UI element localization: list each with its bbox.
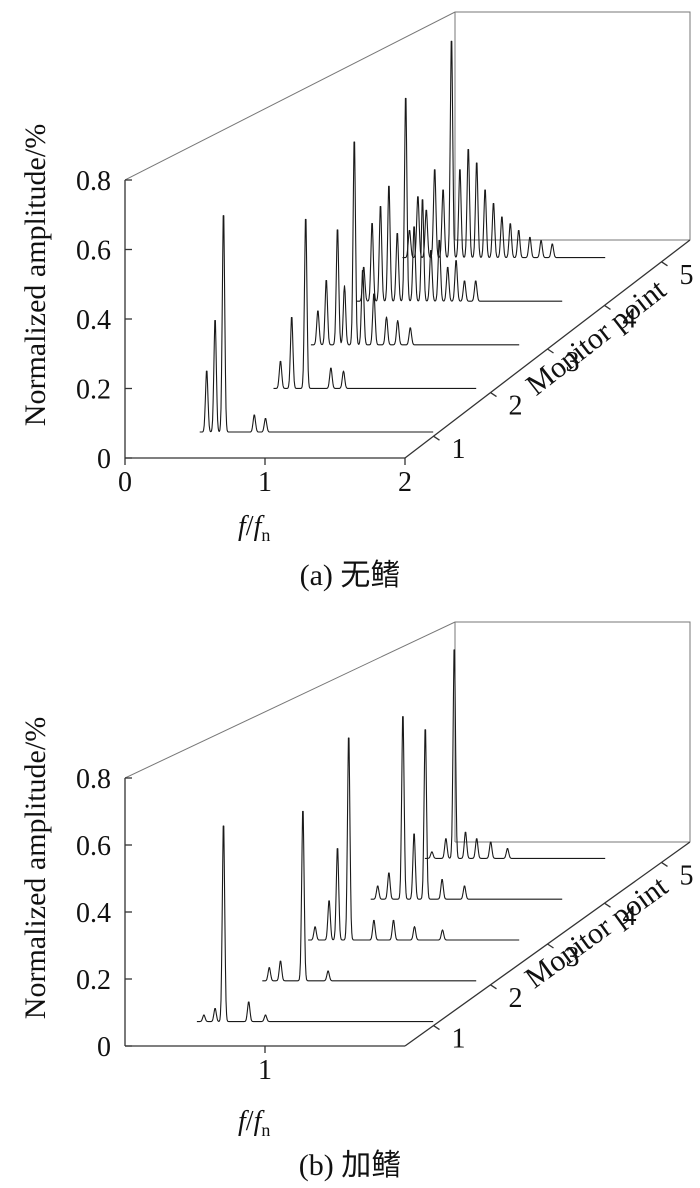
z-tick-mark [490, 984, 497, 990]
y-tick-label: 0.2 [76, 375, 111, 406]
y-tick-label: 0.4 [76, 898, 111, 929]
panel-b-x-ticks: 1 [258, 1046, 272, 1086]
z-tick-mark [547, 943, 554, 949]
panel-b-traces [196, 649, 606, 1023]
panel-b-caption: (b) 加鳍 [299, 1149, 401, 1182]
y-tick-label: 0.4 [76, 305, 111, 336]
x-tick-label: 1 [258, 1055, 272, 1086]
z-tick-label: 4 [623, 303, 637, 334]
panel-b-z-label: Monitor point [519, 869, 674, 995]
z-tick-label: 2 [509, 391, 523, 422]
z-tick-mark [490, 392, 497, 398]
z-tick-mark [604, 902, 611, 908]
z-tick-mark [433, 1025, 440, 1031]
x-tick-label: 0 [118, 467, 132, 498]
y-tick-label: 0.6 [76, 236, 111, 267]
panel-a-z-label: Monitor point [520, 273, 673, 403]
panel-a-chart: 0 0.2 0.4 0.6 0.8 0 1 2 1 2 3 4 5 Normalized ampli… [19, 11, 694, 592]
z-tick-mark [433, 435, 440, 441]
z-tick-label: 3 [566, 942, 580, 973]
z-tick-mark [661, 261, 668, 267]
z-tick-mark [604, 304, 611, 310]
series-trace-5 [402, 40, 606, 259]
series-trace-3 [310, 141, 520, 346]
panel-a-z-ticks: 1 2 3 4 5 [433, 260, 694, 465]
z-tick-mark [661, 861, 668, 867]
z-tick-label: 2 [509, 983, 523, 1014]
series-trace-4 [370, 716, 563, 900]
z-tick-mark [547, 348, 554, 354]
z-tick-label: 1 [452, 1024, 466, 1055]
panel-a-x-label: f/fn [238, 511, 270, 545]
z-tick-label: 5 [680, 860, 694, 891]
panel-b-x-label: f/fn [238, 1106, 270, 1140]
series-trace-3 [308, 737, 520, 941]
z-tick-label: 1 [452, 434, 466, 465]
series-trace-1 [199, 215, 434, 433]
panel-a-y-ticks: 0 0.2 0.4 0.6 0.8 [76, 166, 132, 475]
y-tick-label: 0.6 [76, 831, 111, 862]
series-trace-1 [196, 825, 434, 1023]
x-tick-label: 1 [258, 467, 272, 498]
series-trace-2 [273, 218, 477, 389]
panel-b-z-ticks: 1 2 3 4 5 [433, 860, 694, 1055]
panel-a-x-ticks: 0 1 2 [118, 458, 412, 498]
panel-a-caption: (a) 无鳍 [300, 559, 401, 592]
y-tick-label: 0.2 [76, 965, 111, 996]
panel-a-back-wall [124, 11, 691, 240]
z-tick-label: 3 [566, 347, 580, 378]
series-trace-2 [262, 810, 477, 982]
panel-b-chart: 0 0.2 0.4 0.6 0.8 1 1 2 3 4 5 Normalized amplitu… [19, 621, 694, 1182]
x-tick-label: 2 [398, 467, 412, 498]
y-tick-label: 0.8 [76, 166, 111, 197]
panel-b-y-ticks: 0 0.2 0.4 0.6 0.8 [76, 764, 132, 1063]
panel-b-back-wall [124, 621, 691, 842]
series-trace-4 [356, 97, 563, 302]
series-trace-5 [424, 649, 606, 859]
panel-a-y-label: Normalized amplitude/% [19, 124, 52, 426]
panel-a-traces [199, 40, 606, 433]
y-tick-label: 0.8 [76, 764, 111, 795]
y-tick-label: 0 [97, 1032, 111, 1063]
z-tick-label: 4 [623, 901, 637, 932]
y-tick-label: 0 [97, 444, 111, 475]
panel-b-y-label: Normalized amplitude/% [19, 717, 52, 1019]
z-tick-label: 5 [680, 260, 694, 291]
